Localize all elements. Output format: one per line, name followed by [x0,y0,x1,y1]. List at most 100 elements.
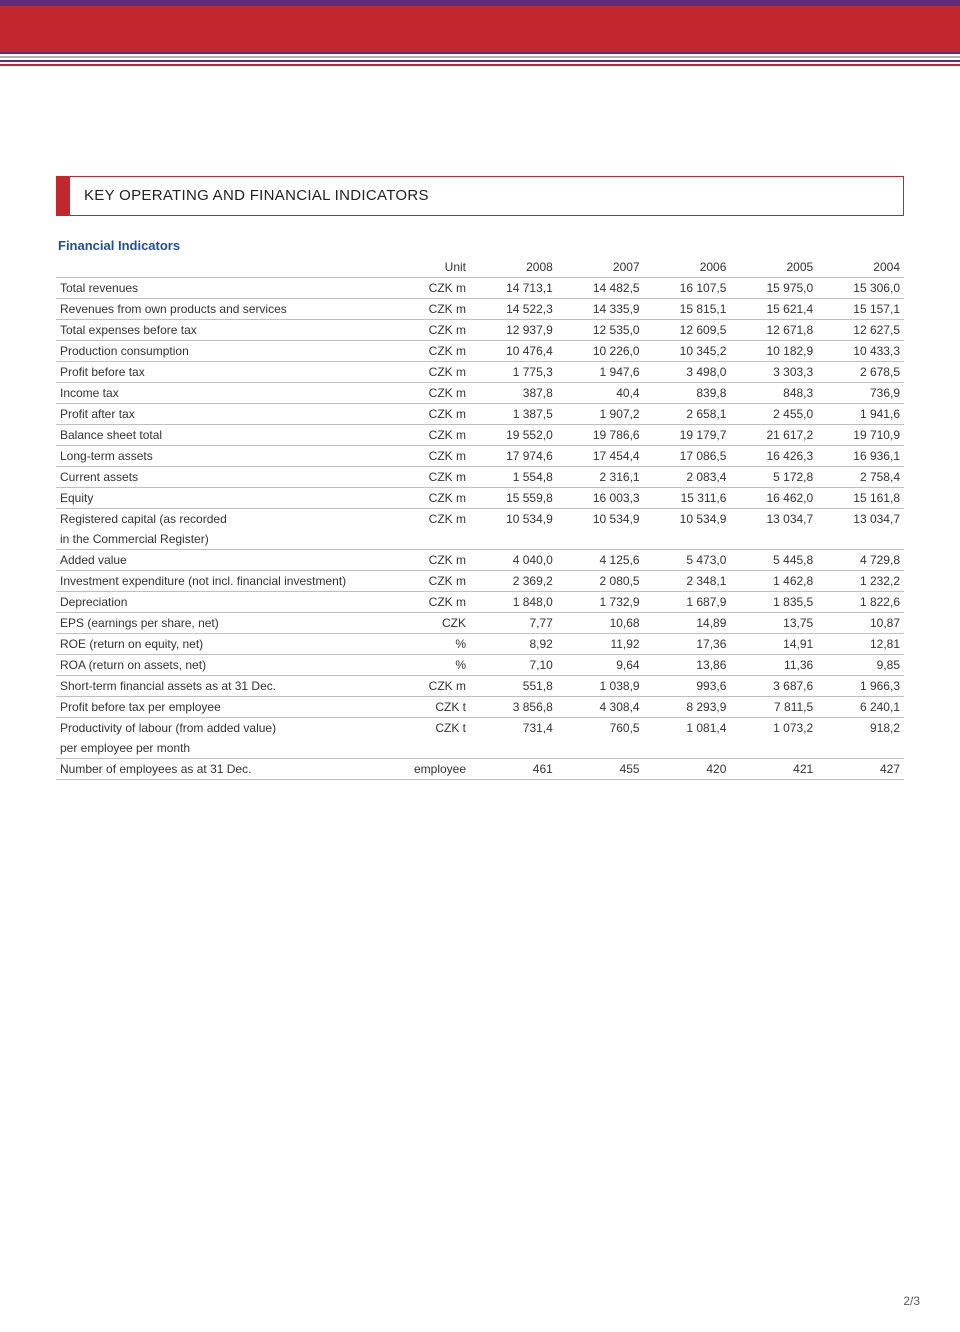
row-label: Short-term financial assets as at 31 Dec… [56,676,396,697]
row-unit: CZK m [396,425,470,446]
row-label-cont: per employee per month [56,738,396,759]
row-value: 14,91 [730,634,817,655]
row-value: 760,5 [557,718,644,739]
row-value: 12 535,0 [557,320,644,341]
row-value: 5 445,8 [730,550,817,571]
table-row: Registered capital (as recordedCZK m10 5… [56,509,904,530]
row-value: 1 038,9 [557,676,644,697]
row-label: Balance sheet total [56,425,396,446]
row-value: 14,89 [644,613,731,634]
row-label: Total revenues [56,278,396,299]
stripe-3 [0,60,960,62]
row-value: 21 617,2 [730,425,817,446]
row-value: 16 426,3 [730,446,817,467]
row-value: 19 179,7 [644,425,731,446]
row-value: 993,6 [644,676,731,697]
row-unit: CZK m [396,592,470,613]
row-value: 2 678,5 [817,362,904,383]
row-value: 2 369,2 [470,571,557,592]
row-value: 1 835,5 [730,592,817,613]
row-value: 14 522,3 [470,299,557,320]
col-header-year: 2006 [644,257,731,278]
row-value: 2 758,4 [817,467,904,488]
row-value: 10,87 [817,613,904,634]
row-value: 2 083,4 [644,467,731,488]
row-label: Registered capital (as recorded [56,509,396,530]
row-value: 12 937,9 [470,320,557,341]
row-value: 1 554,8 [470,467,557,488]
table-row: Balance sheet totalCZK m19 552,019 786,6… [56,425,904,446]
row-value: 8,92 [470,634,557,655]
row-label: Profit after tax [56,404,396,425]
row-value: 7,10 [470,655,557,676]
row-value: 551,8 [470,676,557,697]
row-label: Added value [56,550,396,571]
row-value: 15 311,6 [644,488,731,509]
page-content: KEY OPERATING AND FINANCIAL INDICATORS F… [0,66,960,780]
page-number: 2/3 [903,1294,920,1308]
row-value: 2 316,1 [557,467,644,488]
row-value: 1 081,4 [644,718,731,739]
row-value: 4 125,6 [557,550,644,571]
row-label: Profit before tax per employee [56,697,396,718]
row-value: 11,36 [730,655,817,676]
row-unit: CZK m [396,383,470,404]
row-value: 731,4 [470,718,557,739]
row-value: 15 157,1 [817,299,904,320]
stripe-4 [0,64,960,66]
row-value: 2 348,1 [644,571,731,592]
row-value: 10 433,3 [817,341,904,362]
row-label: Long-term assets [56,446,396,467]
row-value: 15 975,0 [730,278,817,299]
row-label: ROA (return on assets, net) [56,655,396,676]
table-row: DepreciationCZK m1 848,01 732,91 687,91 … [56,592,904,613]
col-header-year: 2008 [470,257,557,278]
row-value: 13,75 [730,613,817,634]
row-value: 3 856,8 [470,697,557,718]
stripe-1 [0,52,960,54]
row-value: 3 303,3 [730,362,817,383]
table-row: ROE (return on equity, net)%8,9211,9217,… [56,634,904,655]
row-label: Total expenses before tax [56,320,396,341]
row-value: 12 671,8 [730,320,817,341]
row-value: 10 182,9 [730,341,817,362]
row-unit: CZK m [396,488,470,509]
table-row: Profit before tax per employeeCZK t3 856… [56,697,904,718]
col-header-year: 2004 [817,257,904,278]
row-value: 7 811,5 [730,697,817,718]
table-subheading: Financial Indicators [58,238,904,253]
row-value: 1 232,2 [817,571,904,592]
col-header-year: 2007 [557,257,644,278]
row-unit: CZK m [396,404,470,425]
row-unit: CZK m [396,299,470,320]
row-value: 4 729,8 [817,550,904,571]
row-value: 2 080,5 [557,571,644,592]
table-row: ROA (return on assets, net)%7,109,6413,8… [56,655,904,676]
row-unit: CZK t [396,697,470,718]
table-row: Profit after taxCZK m1 387,51 907,22 658… [56,404,904,425]
row-value: 6 240,1 [817,697,904,718]
row-value: 1 732,9 [557,592,644,613]
table-row: Income taxCZK m387,840,4839,8848,3736,9 [56,383,904,404]
banner-red-band [0,6,960,52]
row-value: 9,85 [817,655,904,676]
row-unit: CZK m [396,278,470,299]
row-value: 1 966,3 [817,676,904,697]
row-value: 1 775,3 [470,362,557,383]
table-row: Added valueCZK m4 040,04 125,65 473,05 4… [56,550,904,571]
row-value: 15 621,4 [730,299,817,320]
row-label: Revenues from own products and services [56,299,396,320]
row-unit: CZK t [396,718,470,739]
row-value: 1 941,6 [817,404,904,425]
row-label: Depreciation [56,592,396,613]
row-value: 1 387,5 [470,404,557,425]
row-unit: CZK m [396,467,470,488]
row-value: 420 [644,759,731,780]
table-row: EquityCZK m15 559,816 003,315 311,616 46… [56,488,904,509]
row-value: 15 306,0 [817,278,904,299]
row-value: 15 815,1 [644,299,731,320]
row-value: 17 454,4 [557,446,644,467]
row-unit: CZK m [396,362,470,383]
table-row: Productivity of labour (from added value… [56,718,904,739]
row-label: Profit before tax [56,362,396,383]
